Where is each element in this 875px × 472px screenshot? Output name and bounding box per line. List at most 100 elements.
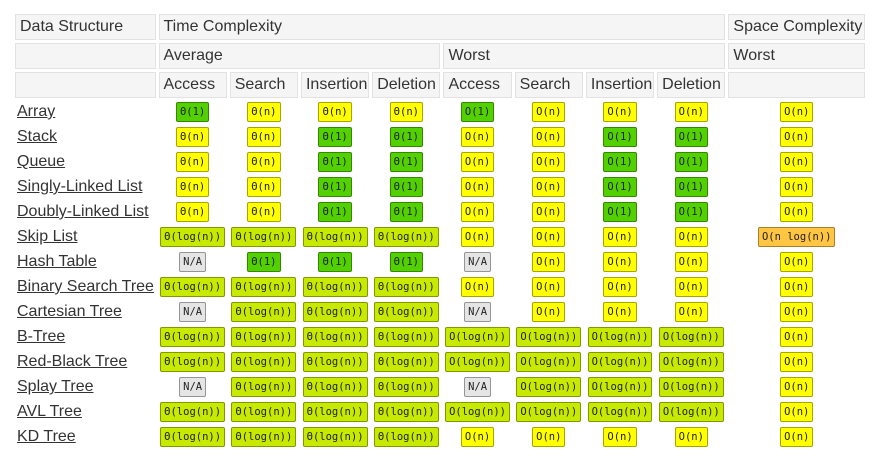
complexity-badge: Θ(log(n)) <box>231 352 297 372</box>
complexity-badge: O(1) <box>460 102 495 122</box>
structure-link[interactable]: Cartesian Tree <box>17 303 122 320</box>
header-cell: Data Structure <box>15 14 156 40</box>
complexity-badge: O(n) <box>780 202 814 222</box>
complexity-cell: O(n) <box>728 176 865 198</box>
complexity-badge: Θ(log(n)) <box>373 352 439 372</box>
name-cell: B-Tree <box>15 326 156 348</box>
table-row: Cartesian Tree N/A Θ(log(n)) Θ(log(n)) Θ(log… <box>15 301 865 323</box>
structure-link[interactable]: Binary Search Tree <box>17 278 154 295</box>
complexity-badge: Θ(1) <box>318 152 352 172</box>
complexity-cell: O(1) <box>657 201 725 223</box>
complexity-cell: N/A <box>443 251 511 273</box>
complexity-badge: O(n) <box>780 327 814 347</box>
complexity-badge: Θ(log(n)) <box>302 277 368 297</box>
complexity-badge: O(log(n)) <box>587 402 653 422</box>
name-cell: Stack <box>15 126 156 148</box>
complexity-cell: O(n) <box>728 426 865 448</box>
structure-link[interactable]: Red-Black Tree <box>17 353 128 370</box>
complexity-cell: O(n) <box>443 176 511 198</box>
structure-link[interactable]: Skip List <box>17 228 78 245</box>
complexity-badge: Θ(log(n)) <box>160 327 226 347</box>
complexity-cell: O(n) <box>728 376 865 398</box>
structure-link[interactable]: AVL Tree <box>17 403 82 420</box>
table-row: Skip List Θ(log(n)) Θ(log(n)) Θ(log(n)) Θ(lo… <box>15 226 865 248</box>
complexity-badge: O(n) <box>780 402 814 422</box>
complexity-cell: O(log(n)) <box>515 401 583 423</box>
complexity-cell: Θ(log(n)) <box>372 401 440 423</box>
complexity-badge: Θ(n) <box>175 127 210 147</box>
complexity-cell: O(log(n)) <box>443 326 511 348</box>
complexity-cell: Θ(log(n)) <box>301 226 369 248</box>
complexity-badge: N/A <box>464 377 492 397</box>
table-body: Array Θ(1) Θ(n) Θ(n) Θ(n) O(1) O(n) O(n) O(n) O(n… <box>15 101 865 448</box>
complexity-badge: O(n) <box>674 227 708 247</box>
complexity-cell: Θ(log(n)) <box>301 401 369 423</box>
complexity-badge: O(n) <box>460 227 495 247</box>
structure-link[interactable]: Array <box>17 103 56 120</box>
complexity-badge: O(n) <box>780 277 814 297</box>
complexity-badge: O(n) <box>780 102 814 122</box>
complexity-badge: O(n) <box>532 102 566 122</box>
complexity-cell: Θ(log(n)) <box>372 326 440 348</box>
complexity-cell: O(1) <box>657 176 725 198</box>
complexity-cell: O(n) <box>728 326 865 348</box>
complexity-badge: N/A <box>179 252 207 272</box>
header-cell: Worst <box>728 43 865 69</box>
complexity-cell: O(log(n)) <box>657 401 725 423</box>
header-cell: Insertion <box>300 72 370 98</box>
complexity-badge: Θ(log(n)) <box>160 352 226 372</box>
structure-link[interactable]: B-Tree <box>17 328 66 345</box>
complexity-cell: Θ(log(n)) <box>230 301 298 323</box>
header-cell <box>15 72 156 98</box>
structure-link[interactable]: KD Tree <box>17 428 76 445</box>
table-row: Array Θ(1) Θ(n) Θ(n) Θ(n) O(1) O(n) O(n) O(n) O(n… <box>15 101 865 123</box>
complexity-badge: Θ(1) <box>318 202 352 222</box>
structure-link[interactable]: Stack <box>17 128 58 145</box>
complexity-cell: O(n) <box>515 276 583 298</box>
complexity-badge: O(1) <box>603 152 637 172</box>
table-row: KD Tree Θ(log(n)) Θ(log(n)) Θ(log(n)) Θ(log(… <box>15 426 865 448</box>
name-cell: Binary Search Tree <box>15 276 156 298</box>
complexity-badge: O(n) <box>780 352 814 372</box>
header-cell: Space Complexity <box>728 14 865 40</box>
complexity-badge: Θ(log(n)) <box>373 377 439 397</box>
complexity-cell: O(log(n)) <box>515 376 583 398</box>
structure-link[interactable]: Singly-Linked List <box>17 178 143 195</box>
name-cell: Red-Black Tree <box>15 351 156 373</box>
complexity-badge: O(log(n)) <box>587 327 653 347</box>
structure-link[interactable]: Hash Table <box>17 253 97 270</box>
complexity-badge: O(n) <box>780 427 814 447</box>
complexity-badge: O(n) <box>674 427 708 447</box>
structure-link[interactable]: Queue <box>17 153 66 170</box>
complexity-cell: O(log(n)) <box>657 351 725 373</box>
complexity-cell: Θ(log(n)) <box>301 351 369 373</box>
complexity-cell: N/A <box>159 376 227 398</box>
complexity-cell: Θ(log(n)) <box>230 351 298 373</box>
complexity-cell: O(log(n)) <box>657 326 725 348</box>
complexity-badge: O(log(n)) <box>658 352 724 372</box>
complexity-cell: Θ(log(n)) <box>159 351 227 373</box>
complexity-badge: O(n) <box>674 102 708 122</box>
complexity-badge: Θ(n) <box>175 177 210 197</box>
header-cell <box>728 72 865 98</box>
complexity-badge: O(n) <box>674 277 708 297</box>
complexity-cell: O(n) <box>586 251 654 273</box>
complexity-badge: Θ(n) <box>389 102 423 122</box>
header-row: Access Search Insertion Deletion Access Searc… <box>15 72 865 98</box>
complexity-badge: Θ(log(n)) <box>373 427 439 447</box>
complexity-badge: O(log(n)) <box>587 377 653 397</box>
complexity-cell: O(n) <box>443 126 511 148</box>
complexity-badge: O(log(n)) <box>516 377 582 397</box>
complexity-cell: O(1) <box>443 101 511 123</box>
complexity-badge: Θ(log(n)) <box>231 227 297 247</box>
complexity-cell: O(n) <box>515 426 583 448</box>
complexity-cell: O(n) <box>728 151 865 173</box>
structure-link[interactable]: Doubly-Linked List <box>17 203 149 220</box>
structure-link[interactable]: Splay Tree <box>17 378 94 395</box>
name-cell: AVL Tree <box>15 401 156 423</box>
header-cell: Worst <box>443 43 726 69</box>
complexity-cell: Θ(log(n)) <box>301 376 369 398</box>
complexity-badge: O(log(n)) <box>658 377 724 397</box>
complexity-cell: Θ(n) <box>230 176 298 198</box>
complexity-badge: N/A <box>179 302 207 322</box>
